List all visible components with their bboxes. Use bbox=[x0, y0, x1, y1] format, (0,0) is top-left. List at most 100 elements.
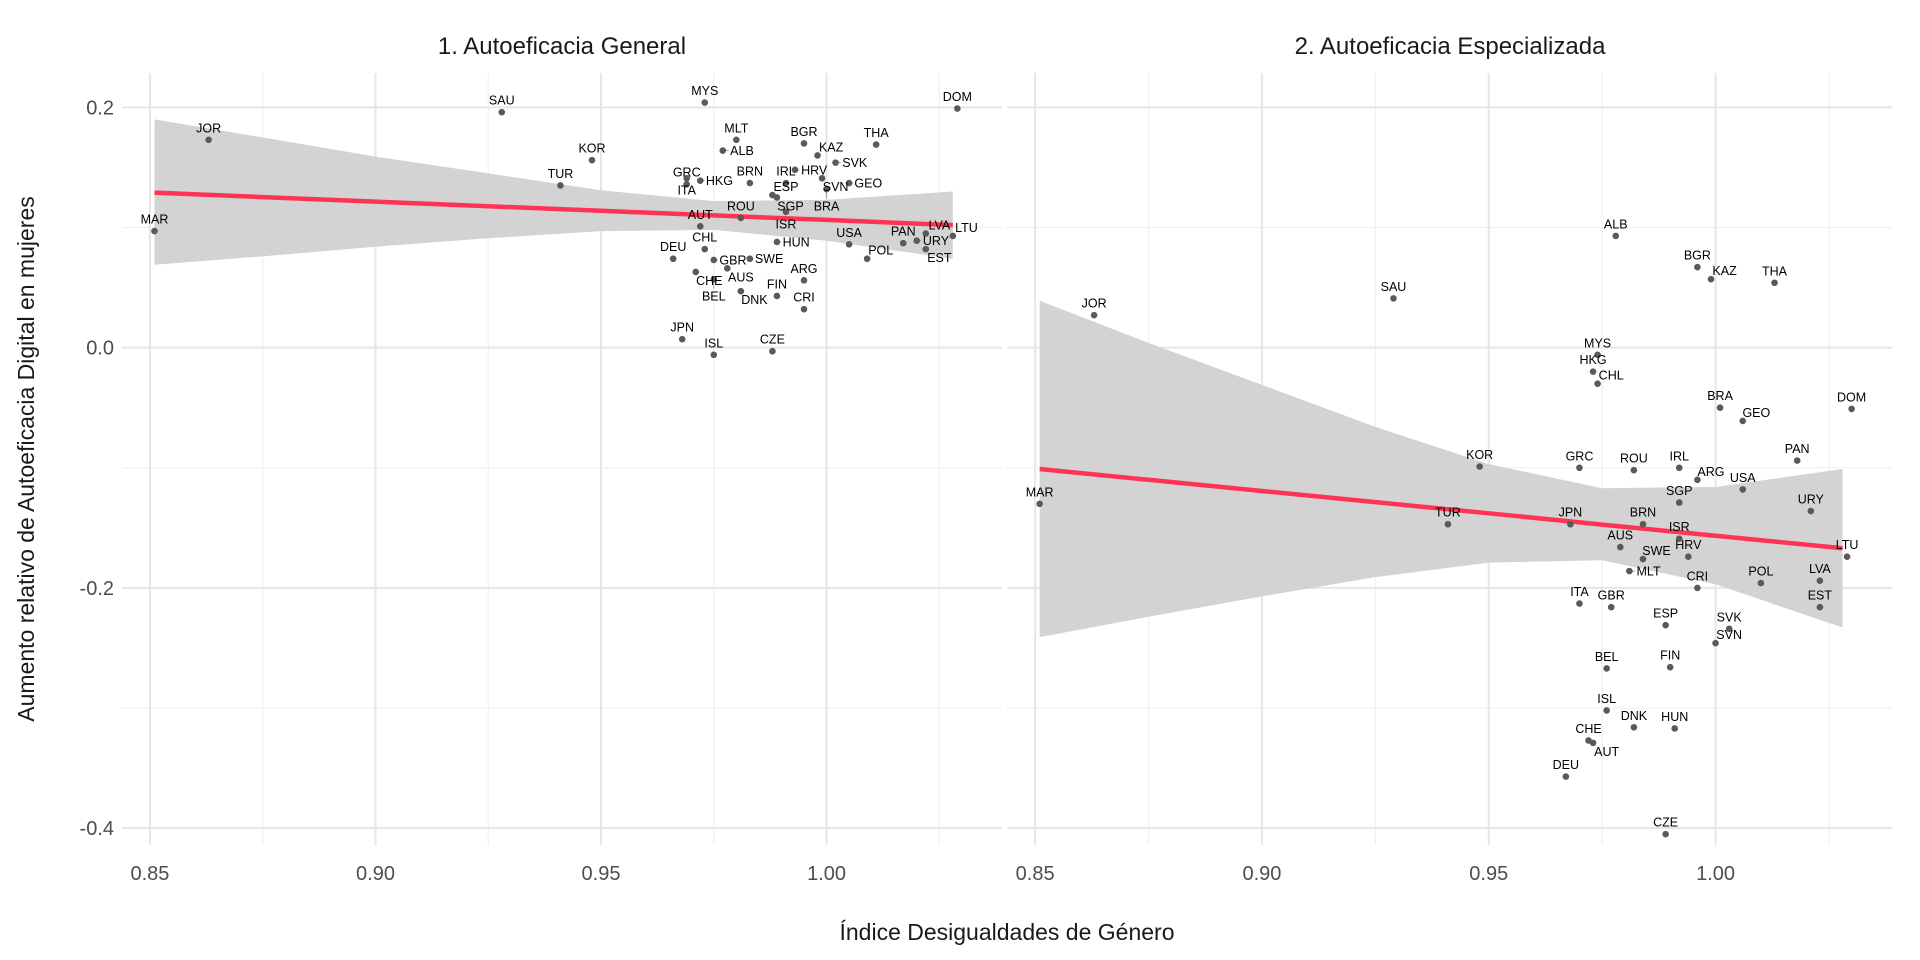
point-label-gbr: GBR bbox=[1598, 589, 1625, 603]
point-label-isl: ISL bbox=[1597, 692, 1616, 706]
point-label-bel: BEL bbox=[702, 290, 726, 304]
data-point-sgp bbox=[1675, 499, 1683, 506]
point-label-svk: SVK bbox=[1717, 610, 1743, 624]
point-label-che: CHE bbox=[696, 274, 722, 288]
point-label-brn: BRN bbox=[737, 165, 763, 179]
point-label-isr: ISR bbox=[1669, 520, 1690, 534]
point-label-tur: TUR bbox=[1435, 506, 1461, 520]
point-label-esp: ESP bbox=[1653, 607, 1678, 621]
point-label-lva: LVA bbox=[928, 219, 950, 233]
point-label-sgp: SGP bbox=[777, 199, 803, 213]
data-point-rou bbox=[737, 214, 745, 222]
data-point-irl bbox=[782, 179, 790, 187]
data-point-bel bbox=[710, 275, 718, 283]
data-point-bra bbox=[823, 185, 830, 193]
point-label-brn: BRN bbox=[1630, 506, 1656, 520]
data-point-ury bbox=[1807, 507, 1815, 515]
data-point-kaz bbox=[814, 152, 821, 159]
point-label-dom: DOM bbox=[943, 90, 972, 104]
data-point-cri bbox=[800, 305, 808, 313]
point-label-kor: KOR bbox=[578, 142, 605, 156]
point-label-kaz: KAZ bbox=[1712, 264, 1737, 278]
data-point-brn bbox=[1639, 520, 1647, 528]
x-tick-label: 0.90 bbox=[1242, 863, 1281, 885]
point-label-tha: THA bbox=[1762, 264, 1788, 278]
point-label-pol: POL bbox=[1748, 565, 1773, 579]
data-point-ita bbox=[1576, 600, 1583, 607]
data-point-arg bbox=[1694, 476, 1701, 484]
point-label-irl: IRL bbox=[1670, 449, 1690, 463]
data-point-lva bbox=[1816, 577, 1824, 584]
data-point-aut bbox=[696, 222, 704, 230]
data-point-pol bbox=[1757, 579, 1765, 587]
point-label-dnk: DNK bbox=[1621, 709, 1648, 723]
point-label-mar: MAR bbox=[1026, 485, 1054, 499]
point-label-bel: BEL bbox=[1595, 650, 1619, 664]
data-point-grc bbox=[1576, 464, 1583, 472]
point-label-sau: SAU bbox=[1381, 280, 1407, 294]
data-point-hrv bbox=[791, 166, 799, 174]
point-label-aut: AUT bbox=[1594, 745, 1619, 759]
point-label-che: CHE bbox=[1575, 722, 1601, 736]
data-point-bra bbox=[1716, 404, 1724, 412]
point-label-aus: AUS bbox=[1607, 529, 1633, 543]
y-tick-label: 0.2 bbox=[86, 97, 114, 119]
point-label-svn: SVN bbox=[1716, 628, 1742, 642]
data-point-est bbox=[922, 245, 930, 253]
data-point-cri bbox=[1694, 584, 1701, 592]
data-point-cze bbox=[769, 347, 776, 355]
point-label-cze: CZE bbox=[1653, 816, 1678, 830]
data-point-svk bbox=[832, 159, 839, 166]
data-point-usa bbox=[1739, 486, 1747, 493]
data-point-tur bbox=[557, 182, 564, 189]
point-label-jpn: JPN bbox=[670, 321, 694, 335]
point-label-fin: FIN bbox=[1660, 649, 1680, 663]
data-point-hkg bbox=[1589, 368, 1597, 375]
panel-2: 0.85 0.90 0.95 1.00 JOR SAU MAR KOR TUR ALB BGRKAZ… bbox=[1007, 73, 1892, 885]
point-label-usa: USA bbox=[836, 226, 862, 240]
point-label-bra: BRA bbox=[1707, 389, 1733, 403]
point-label-pan: PAN bbox=[1785, 442, 1810, 456]
panel-1: 0.85 0.90 0.95 1.00 0.2 0.0 -0.2 -0.4 MAR JOR SAU K… bbox=[80, 73, 1002, 885]
y-tick-label: -0.2 bbox=[80, 578, 114, 600]
point-label-mlt: MLT bbox=[724, 121, 748, 135]
point-label-ita: ITA bbox=[677, 184, 696, 198]
point-label-kaz: KAZ bbox=[819, 140, 844, 154]
point-label-mar: MAR bbox=[141, 213, 169, 227]
data-point-sgp bbox=[773, 194, 781, 201]
x-tick-label: 1.00 bbox=[807, 863, 846, 885]
data-point-deu bbox=[669, 255, 677, 263]
regression-line bbox=[154, 190, 953, 228]
data-point-kaz bbox=[1707, 275, 1715, 283]
point-label-isr: ISR bbox=[776, 217, 797, 231]
data-point-ita bbox=[683, 174, 691, 182]
point-label-alb: ALB bbox=[730, 144, 754, 158]
point-label-pol: POL bbox=[868, 244, 893, 258]
x-tick-label: 0.85 bbox=[130, 863, 169, 885]
panel-2-title: 2. Autoeficacia Especializada bbox=[1295, 33, 1607, 60]
data-point-geo bbox=[845, 179, 853, 187]
point-label-jpn: JPN bbox=[1559, 506, 1583, 520]
point-label-deu: DEU bbox=[660, 240, 686, 254]
data-point-svn bbox=[1712, 639, 1719, 647]
data-point-isl bbox=[1603, 707, 1610, 714]
data-point-sau bbox=[498, 108, 506, 116]
data-point-pol bbox=[863, 255, 871, 263]
point-label-chl: CHL bbox=[1599, 369, 1624, 383]
data-point-brn bbox=[746, 179, 754, 187]
point-label-aus: AUS bbox=[728, 270, 754, 284]
data-point-pan bbox=[899, 239, 907, 247]
data-point-grc bbox=[683, 180, 691, 188]
data-point-rou bbox=[1630, 466, 1638, 474]
confidence-band bbox=[1039, 300, 1843, 638]
data-point-dnk bbox=[737, 287, 745, 295]
x-tick-label: 0.85 bbox=[1016, 863, 1055, 885]
data-point-chl bbox=[701, 245, 709, 253]
data-point-swe bbox=[1639, 555, 1647, 563]
data-point-svn bbox=[818, 174, 826, 182]
panel-1-title: 1. Autoeficacia General bbox=[438, 33, 686, 60]
point-label-svk: SVK bbox=[842, 156, 868, 170]
point-label-ita: ITA bbox=[1570, 585, 1589, 599]
regression-line bbox=[1039, 466, 1843, 551]
point-label-hkg: HKG bbox=[1580, 353, 1607, 367]
